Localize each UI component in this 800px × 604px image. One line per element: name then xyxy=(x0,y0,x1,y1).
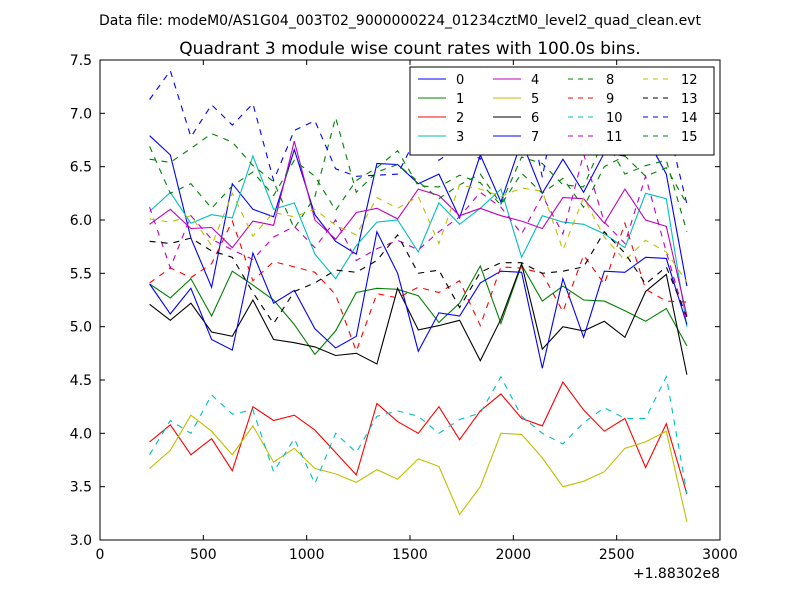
x-tick-label: 0 xyxy=(96,547,105,563)
series-line-0 xyxy=(149,134,688,290)
legend-label-5: 5 xyxy=(531,92,539,107)
y-tick-label: 5.5 xyxy=(70,266,92,282)
legend-label-0: 0 xyxy=(456,73,464,88)
x-axis: 0 500 1000 1500 2000 2500 3000 xyxy=(96,60,738,563)
figure-suptitle: Data file: modeM0/AS1G04_003T02_90000002… xyxy=(99,13,701,29)
legend-label-11: 11 xyxy=(606,130,623,145)
y-tick-label: 4.5 xyxy=(70,373,92,389)
series-line-2 xyxy=(149,381,688,495)
legend-label-15: 15 xyxy=(681,130,698,145)
y-tick-label: 7.0 xyxy=(70,106,92,122)
series-line-15 xyxy=(149,146,688,212)
x-tick-label: 2500 xyxy=(599,547,635,563)
legend-label-2: 2 xyxy=(456,111,464,126)
legend-label-14: 14 xyxy=(681,111,698,126)
y-tick-label: 6.0 xyxy=(70,213,92,229)
legend-box xyxy=(409,66,715,156)
series-line-10 xyxy=(149,375,688,494)
x-tick-label: 2000 xyxy=(496,547,532,563)
legend-label-13: 13 xyxy=(681,92,698,107)
legend-label-8: 8 xyxy=(606,73,614,88)
y-tick-label: 5.0 xyxy=(70,320,92,336)
series-layer xyxy=(149,69,688,523)
legend-label-7: 7 xyxy=(531,130,539,145)
legend-label-9: 9 xyxy=(606,92,614,107)
series-line-4 xyxy=(149,140,688,317)
y-tick-label: 3.5 xyxy=(70,480,92,496)
y-axis: 3.0 3.5 4.0 4.5 5.0 5.5 6.0 6.5 7.0 7.5 xyxy=(70,53,720,549)
series-line-3 xyxy=(149,154,688,327)
y-tick-label: 7.5 xyxy=(70,53,92,69)
x-axis-offset-label: +1.88302e8 xyxy=(633,566,720,582)
legend-label-3: 3 xyxy=(456,130,464,145)
x-tick-label: 3000 xyxy=(702,547,738,563)
x-tick-label: 1000 xyxy=(289,547,325,563)
legend-label-1: 1 xyxy=(456,92,464,107)
series-line-13 xyxy=(149,230,688,325)
legend-label-10: 10 xyxy=(606,111,623,126)
legend-label-4: 4 xyxy=(531,73,539,88)
legend-label-6: 6 xyxy=(531,111,539,126)
series-line-9 xyxy=(149,219,687,353)
y-tick-label: 3.0 xyxy=(70,533,92,549)
x-tick-label: 1500 xyxy=(392,547,428,563)
series-line-6 xyxy=(149,261,688,375)
x-tick-label: 500 xyxy=(190,547,217,563)
y-tick-label: 6.5 xyxy=(70,160,92,176)
series-line-7 xyxy=(149,230,688,369)
series-line-1 xyxy=(149,263,688,356)
series-line-11 xyxy=(149,151,688,323)
legend-label-12: 12 xyxy=(681,73,698,88)
series-line-5 xyxy=(149,414,688,523)
y-tick-label: 4.0 xyxy=(70,426,92,442)
chart-title: Quadrant 3 module wise count rates with … xyxy=(179,39,640,59)
